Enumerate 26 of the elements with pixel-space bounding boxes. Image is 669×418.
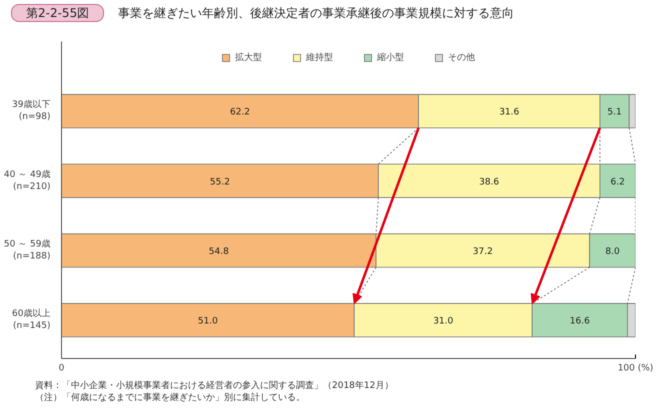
text: 資料：「中小企業・小規模事業者における経営者の参入に関する調査」（2018年12月） (35, 381, 394, 391)
data-label: 62.2 (230, 108, 250, 118)
data-label: 6.2 (610, 177, 625, 188)
data-label: 55.2 (210, 177, 230, 188)
y-tick-label: 40 ～ 49歳 (n=210) (4, 168, 51, 192)
data-label: 31.6 (499, 108, 520, 118)
data-label: 31.0 (433, 316, 454, 327)
x-tick-label: 100 (%) (618, 364, 654, 374)
chart-subtitle: 第2-2-55図 (11, 4, 104, 22)
y-tick-label: 60歳以上 (n=145) (12, 308, 51, 332)
data-label: 54.8 (208, 247, 230, 258)
data-label: 8.0 (605, 247, 620, 258)
legend-label: 拡大型 (235, 52, 262, 64)
text: （注）「何歳になるまでに事業を継ぎたいか」別に集計している。 (35, 392, 305, 403)
y-tick-label: 39歳以下 (n=98) (12, 99, 51, 122)
x-tick-label: 0 (58, 364, 65, 374)
legend-label: その他 (448, 52, 475, 64)
chart-title: 事業を継ぎたい年齢別、後継決定者の事業承継後の事業規模に対する意向 (118, 6, 514, 20)
data-label: 51.0 (198, 316, 218, 327)
data-label: 5.1 (607, 108, 622, 118)
legend-label: 維持型 (306, 52, 333, 64)
data-label: 16.6 (570, 316, 590, 327)
y-tick-label: 50 ～ 59歳 (n=188) (4, 238, 51, 262)
data-label: 38.6 (479, 177, 500, 188)
data-label: 37.2 (472, 247, 493, 258)
legend-label: 縮小型 (377, 52, 404, 64)
